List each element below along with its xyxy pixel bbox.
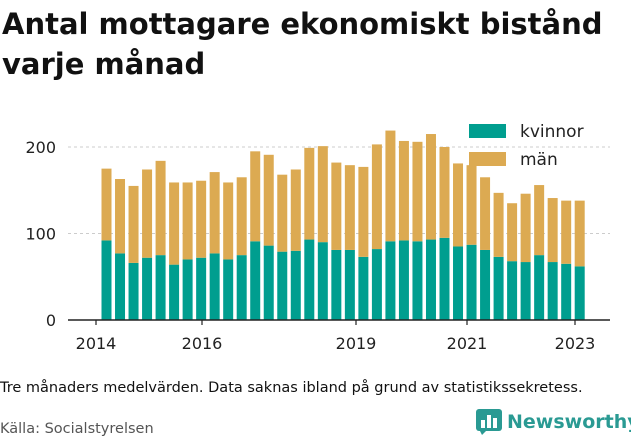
bar-man bbox=[115, 179, 126, 254]
bar-kvinnor bbox=[574, 266, 585, 320]
bar-kvinnor bbox=[480, 249, 491, 320]
bar-kvinnor bbox=[277, 251, 288, 320]
x-tick-label: 2019 bbox=[336, 334, 377, 353]
bar-man bbox=[358, 166, 369, 257]
bar-man bbox=[425, 134, 436, 240]
legend-label: kvinnor bbox=[520, 122, 584, 142]
bar-man bbox=[439, 147, 450, 238]
bar-kvinnor bbox=[263, 245, 274, 320]
bar-kvinnor bbox=[155, 255, 166, 320]
bar-man bbox=[290, 169, 301, 251]
bar-man bbox=[561, 200, 572, 264]
brand-name: Newsworthy bbox=[507, 411, 631, 433]
bar-kvinnor bbox=[493, 256, 504, 320]
bar-man bbox=[331, 162, 342, 250]
bar-man bbox=[128, 185, 139, 263]
bar-man bbox=[182, 182, 193, 260]
bar-kvinnor bbox=[142, 257, 153, 320]
bar-kvinnor bbox=[507, 261, 518, 320]
bar-man bbox=[142, 169, 153, 258]
bar-man bbox=[385, 130, 396, 242]
bar-kvinnor bbox=[534, 255, 545, 320]
brand-logo[interactable]: Newsworthy bbox=[476, 409, 631, 435]
bar-man bbox=[317, 146, 328, 243]
x-tick-label: 2021 bbox=[447, 334, 488, 353]
bar-man bbox=[277, 174, 288, 252]
bar-kvinnor bbox=[412, 241, 423, 320]
bar-man bbox=[155, 160, 166, 256]
bar-kvinnor bbox=[547, 262, 558, 320]
x-tick-label: 2014 bbox=[76, 334, 117, 353]
legend-swatch bbox=[469, 124, 506, 138]
bar-man bbox=[169, 182, 180, 265]
bar-kvinnor bbox=[115, 253, 126, 320]
bar-chart-logo-icon bbox=[476, 409, 502, 435]
bar-man bbox=[209, 172, 220, 254]
bar-kvinnor bbox=[520, 262, 531, 320]
bar-kvinnor bbox=[317, 242, 328, 320]
bar-kvinnor bbox=[561, 263, 572, 320]
bar-man bbox=[304, 147, 315, 240]
bar-man bbox=[466, 165, 477, 245]
bar-man bbox=[344, 165, 355, 250]
x-tick-label: 2016 bbox=[182, 334, 223, 353]
bar-kvinnor bbox=[453, 246, 464, 320]
bar-man bbox=[398, 140, 409, 241]
bar-man bbox=[101, 168, 112, 241]
bar-kvinnor bbox=[196, 257, 207, 320]
bar-kvinnor bbox=[331, 249, 342, 320]
bar-kvinnor bbox=[371, 249, 382, 320]
bar-man bbox=[250, 151, 261, 242]
bar-kvinnor bbox=[290, 250, 301, 320]
bar-man bbox=[507, 203, 518, 262]
bar-kvinnor bbox=[169, 264, 180, 320]
bar-man bbox=[223, 182, 234, 260]
bar-kvinnor bbox=[209, 253, 220, 320]
bar-man bbox=[520, 193, 531, 263]
bar-man bbox=[480, 177, 491, 250]
bar-kvinnor bbox=[182, 259, 193, 320]
bar-kvinnor bbox=[398, 240, 409, 320]
bar-man bbox=[453, 163, 464, 247]
bar-kvinnor bbox=[466, 244, 477, 320]
bar-kvinnor bbox=[128, 262, 139, 320]
y-tick-label: 0 bbox=[46, 311, 56, 330]
bar-man bbox=[534, 185, 545, 256]
bar-kvinnor bbox=[425, 239, 436, 320]
bar-kvinnor bbox=[223, 259, 234, 320]
bar-man bbox=[371, 144, 382, 250]
bar-kvinnor bbox=[439, 237, 450, 320]
bar-man bbox=[493, 192, 504, 257]
bar-man bbox=[263, 154, 274, 246]
bar-man bbox=[196, 180, 207, 258]
source-text: Källa: Socialstyrelsen bbox=[0, 421, 154, 437]
bar-man bbox=[574, 200, 585, 267]
bar-man bbox=[236, 177, 247, 256]
legend-swatch bbox=[469, 152, 506, 166]
stacked-bar-chart: 0 100 200 2014 2016 2019 2021 2023 kvinnor män bbox=[25, 122, 610, 353]
page-title: Antal mottagare ekonomiskt bistånd varje… bbox=[2, 7, 603, 81]
bar-kvinnor bbox=[250, 241, 261, 320]
chart-note: Tre månaders medelvärden. Data saknas ib… bbox=[0, 380, 583, 396]
x-tick-label: 2023 bbox=[555, 334, 596, 353]
bar-kvinnor bbox=[101, 240, 112, 320]
bar-man bbox=[412, 141, 423, 242]
bar-kvinnor bbox=[304, 239, 315, 320]
bar-kvinnor bbox=[385, 241, 396, 320]
legend-label: män bbox=[520, 150, 558, 170]
bar-kvinnor bbox=[358, 256, 369, 320]
y-tick-label: 100 bbox=[25, 225, 56, 244]
bar-kvinnor bbox=[236, 255, 247, 320]
bar-kvinnor bbox=[344, 249, 355, 320]
bar-man bbox=[547, 198, 558, 263]
y-tick-label: 200 bbox=[25, 138, 56, 157]
